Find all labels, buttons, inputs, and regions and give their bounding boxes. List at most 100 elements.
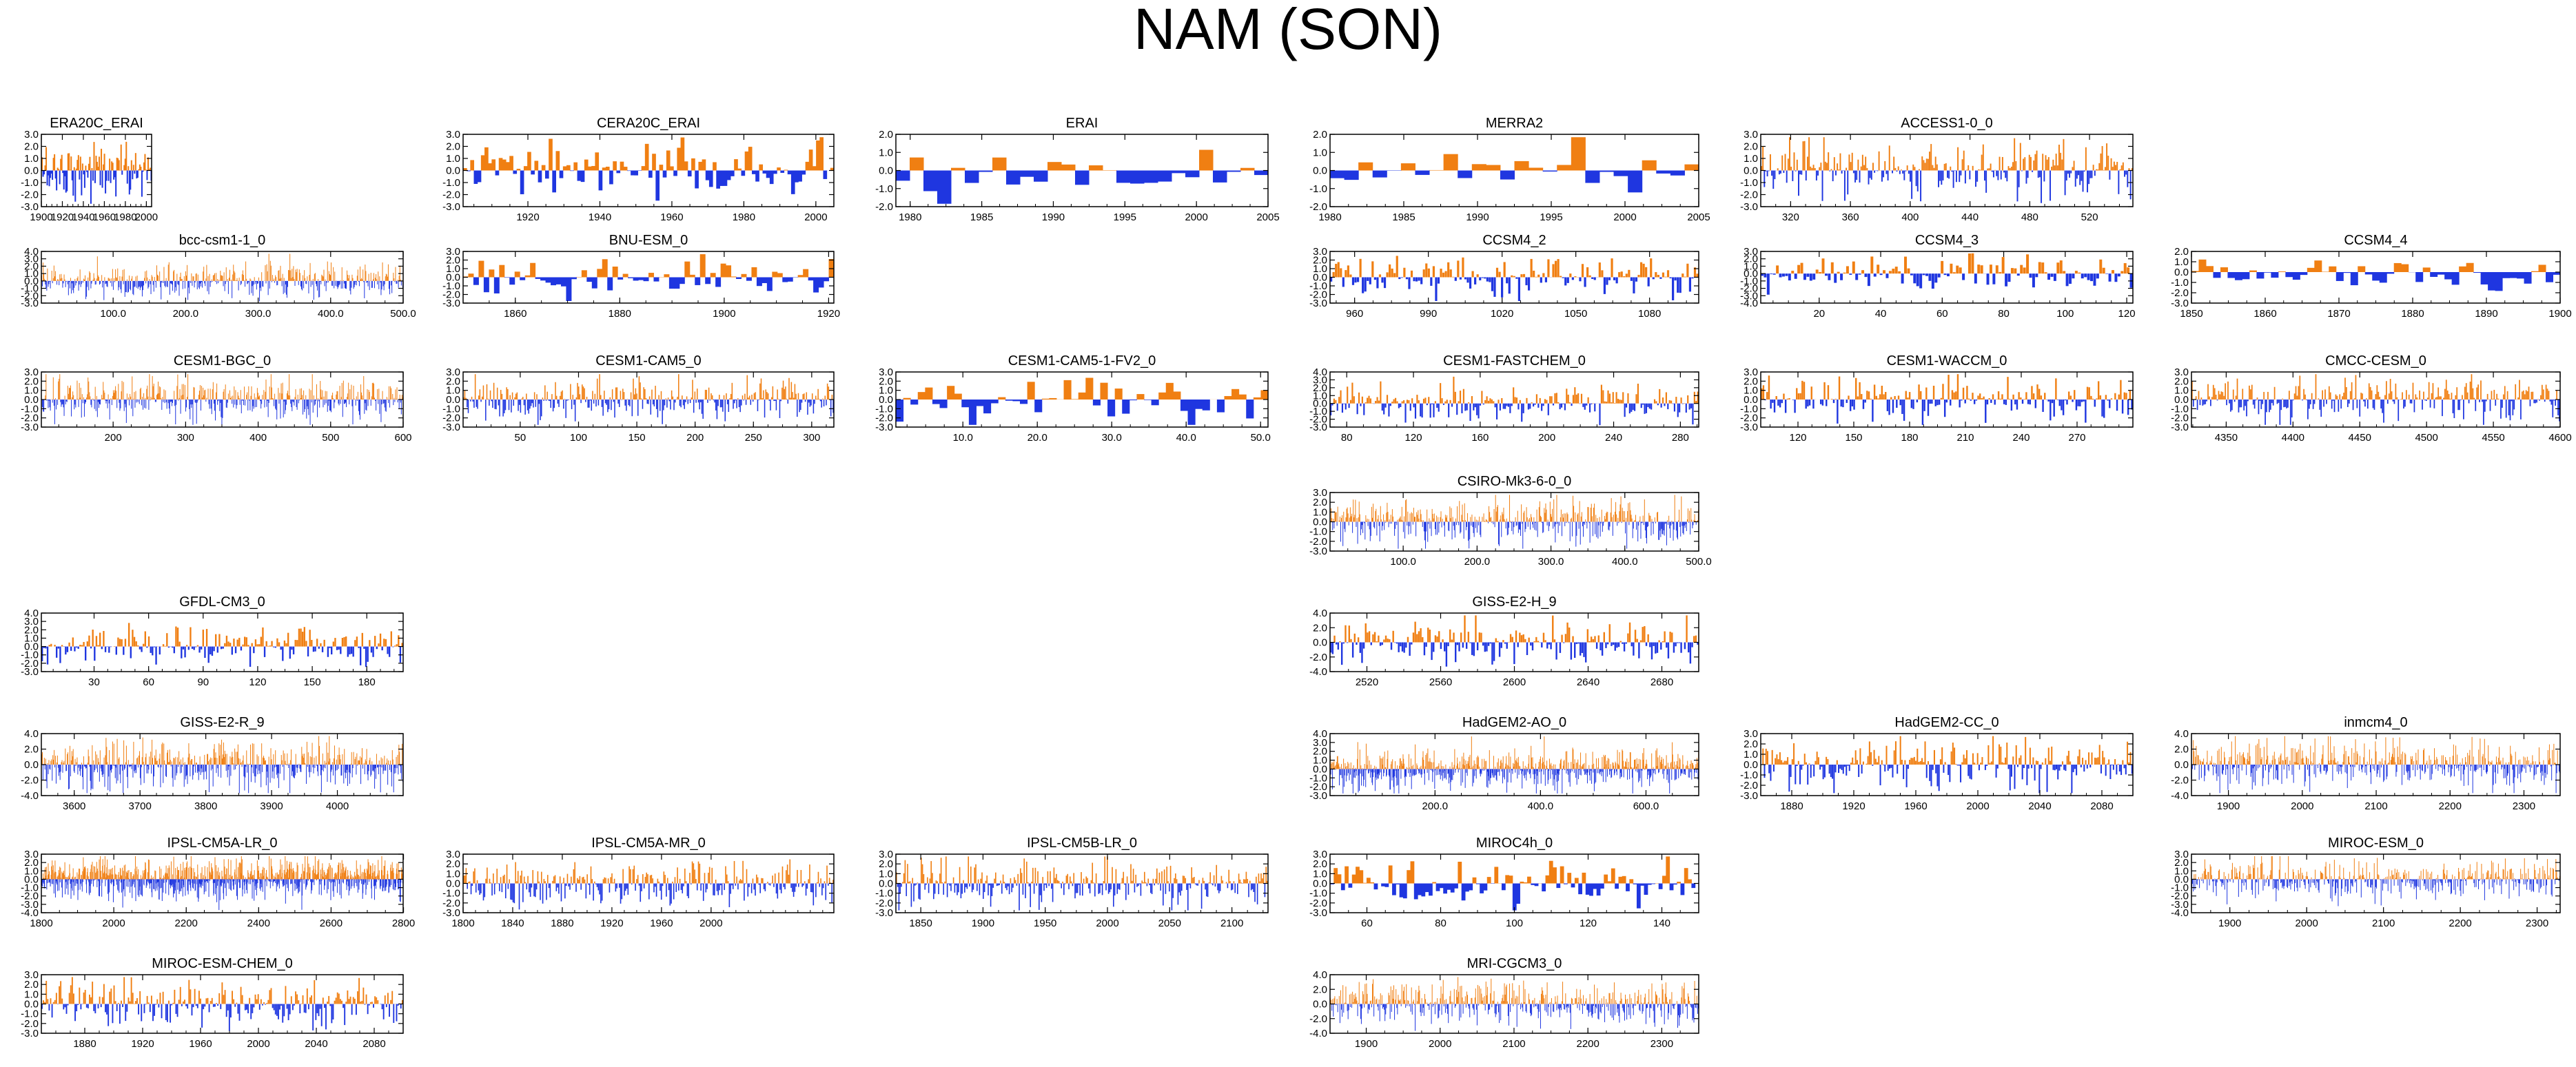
series-bar <box>105 170 107 194</box>
series-bar <box>664 274 670 278</box>
x-tick-label: 300.0 <box>1538 556 1564 568</box>
series-bar <box>1458 642 1460 652</box>
series-bar <box>2223 395 2225 400</box>
series-bar <box>1449 629 1451 643</box>
series-bar <box>177 374 178 400</box>
series-bar <box>2041 170 2043 203</box>
series-bar <box>1692 521 1693 529</box>
series-bar <box>199 385 201 400</box>
series-bar <box>1427 628 1429 643</box>
series-bar <box>1966 386 1968 400</box>
series-bar <box>742 395 744 400</box>
series-bar <box>327 280 329 283</box>
series-bar <box>2032 170 2034 172</box>
series-bar <box>1499 521 1500 546</box>
series-bar <box>2366 398 2367 400</box>
series-bar <box>2378 391 2380 400</box>
series-bar <box>2386 272 2395 274</box>
series-bar <box>1856 170 1858 180</box>
series-bar <box>2379 397 2381 400</box>
series-bar <box>759 164 764 171</box>
series-bar <box>1662 397 1664 404</box>
y-tick-label: 2.0 <box>1313 129 1327 141</box>
series-bar <box>1790 166 1792 171</box>
series-bar <box>1413 517 1415 522</box>
series-bar <box>2276 400 2278 404</box>
series-bar <box>2107 400 2109 401</box>
series-bar <box>2457 400 2460 411</box>
series-bar <box>2292 272 2300 280</box>
series-bar <box>190 280 192 283</box>
series-bar <box>1546 400 1548 404</box>
series-bar <box>1956 374 1959 400</box>
series-bar <box>2328 386 2330 400</box>
series-bar <box>202 397 203 400</box>
series-bar <box>1659 521 1661 531</box>
series-bar <box>112 395 113 400</box>
series-bar <box>467 170 471 172</box>
series-bar <box>191 400 192 408</box>
series-bar <box>263 390 265 400</box>
series-bar <box>170 280 172 284</box>
series-bar <box>319 280 320 298</box>
series-bar <box>1363 403 1365 415</box>
series-bar <box>770 397 773 400</box>
series-bar <box>691 158 695 171</box>
series-bar <box>2329 266 2337 272</box>
x-tick-label: 1880 <box>2401 308 2424 320</box>
series-bar <box>1466 277 1469 283</box>
series-bar <box>1041 398 1050 400</box>
series-bar <box>400 279 401 281</box>
series-bar <box>473 170 478 184</box>
series-bar <box>1658 521 1659 540</box>
series-bar <box>514 397 515 400</box>
series-bar <box>244 386 245 400</box>
series-bar <box>2462 395 2463 400</box>
series-bar <box>2010 400 2013 411</box>
series-bar <box>1511 275 1513 278</box>
series-bar <box>1957 147 1959 171</box>
series-bar <box>1506 277 1509 284</box>
series-bar <box>1582 521 1583 527</box>
series-bar <box>1628 403 1631 414</box>
series-bar <box>801 170 806 175</box>
series-bar <box>2051 400 2054 404</box>
series-bar <box>2353 398 2355 400</box>
series-bar <box>101 170 103 188</box>
series-bar <box>186 400 187 408</box>
series-bar <box>1627 633 1629 643</box>
series-bar <box>2435 397 2437 400</box>
series-bar <box>2549 400 2551 402</box>
series-bar <box>1904 256 1908 274</box>
series-bar <box>562 390 563 400</box>
series-bar <box>371 396 372 400</box>
series-bar <box>684 261 691 278</box>
series-bar <box>316 280 317 287</box>
y-tick-label: 3.0 <box>24 129 39 141</box>
series-bar <box>269 260 271 281</box>
series-bar <box>137 645 139 647</box>
series-bar <box>1333 398 1335 404</box>
series-bar <box>1819 271 1822 274</box>
series-bar <box>2415 394 2417 400</box>
series-bar <box>645 398 647 400</box>
series-bar <box>56 170 58 191</box>
series-bar <box>1345 517 1347 522</box>
series-bar <box>2105 273 2109 274</box>
series-bar <box>819 137 824 171</box>
series-bar <box>2239 400 2241 408</box>
series-bar <box>382 262 383 281</box>
series-bar <box>575 397 577 400</box>
series-bar <box>1479 516 1480 522</box>
series-bar <box>520 400 522 413</box>
series-bar <box>1794 400 1796 413</box>
series-bar <box>2247 400 2249 402</box>
series-bar <box>67 153 69 171</box>
series-bar <box>129 276 130 281</box>
series-bar <box>1544 640 1546 643</box>
series-bar <box>1921 400 1924 425</box>
series-bar <box>165 390 166 400</box>
series-bar <box>1433 518 1434 522</box>
series-bar <box>1912 164 1914 171</box>
series-bar <box>170 280 171 284</box>
